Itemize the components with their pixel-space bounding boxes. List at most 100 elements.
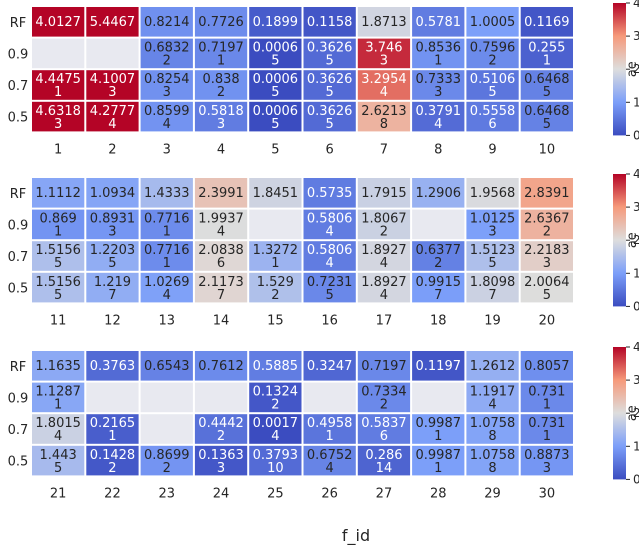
x-tick-label: 19: [484, 313, 501, 328]
cell-value-label: 2.6213: [361, 104, 407, 119]
heatmap-cell: [412, 382, 465, 413]
cell-count-label: 3: [108, 225, 116, 240]
cell-value-label: 0.0006: [253, 104, 299, 119]
heatmap-cell: [249, 445, 302, 476]
cell-count-label: 3: [217, 461, 225, 476]
heatmap-cell: [412, 101, 465, 132]
x-tick-label: 28: [430, 486, 447, 501]
cell-count-label: 6: [488, 117, 496, 132]
colorbar-tick-label: 3: [633, 29, 639, 43]
y-tick-label: 0.5: [8, 455, 29, 470]
y-tick-label: RF: [10, 187, 27, 202]
cell-value-label: 1.7915: [361, 186, 407, 201]
cell-value-label: 0.3626: [307, 72, 353, 87]
heatmap-cell: [466, 414, 519, 444]
heatmap-cell: [520, 414, 573, 444]
cell-value-label: 0.0017: [253, 416, 299, 431]
heatmap-cell: [140, 272, 193, 303]
heatmap-cell: [466, 241, 519, 271]
heatmap-cell: [466, 272, 519, 303]
cell-count-label: 3: [217, 117, 225, 132]
cell-count-label: 4: [217, 225, 225, 240]
cell-value-label: 1.0005: [470, 15, 516, 30]
colorbar-label: ae: [625, 61, 639, 77]
heatmap-cell: [357, 178, 411, 208]
cell-value-label: 0.3793: [253, 448, 299, 463]
cell-count-label: 3: [380, 54, 388, 69]
cell-value-label: 0.7231: [307, 275, 353, 290]
cell-count-label: 5: [326, 85, 334, 100]
y-tick-label: 0.9: [8, 391, 29, 406]
colorbar-tick-label: 4: [633, 167, 639, 181]
cell-count-label: 5: [543, 288, 551, 303]
cell-value-label: 0.7334: [361, 385, 407, 400]
cell-count-label: 5: [271, 117, 279, 132]
cell-value-label: 1.8927: [361, 275, 407, 290]
x-tick-label: 4: [217, 142, 225, 157]
heatmap-cell: [520, 351, 573, 381]
cell-value-label: 0.6543: [144, 359, 190, 374]
x-tick-label: 22: [104, 486, 121, 501]
y-tick-label: 0.7: [8, 423, 29, 438]
x-tick-label: 8: [434, 142, 442, 157]
cell-count-label: 2: [380, 225, 388, 240]
x-tick-label: 24: [213, 486, 230, 501]
cell-count-label: 1: [217, 54, 225, 69]
heatmap-cell: [303, 209, 356, 240]
cell-count-label: 1: [271, 256, 279, 271]
colorbar-tick-label: 3: [633, 373, 639, 387]
cell-value-label: 0.1899: [253, 15, 299, 30]
x-tick-label: 1: [54, 142, 62, 157]
cell-value-label: 1.8451: [253, 186, 299, 201]
cell-count-label: 1: [54, 398, 62, 413]
heatmap-panel-1: 4.0127 5.4467 0.8214 0.7726 0.1899 0.1158 1.87…: [8, 0, 639, 157]
cell-count-label: 4: [326, 256, 334, 271]
cell-value-label: 0.8699: [144, 448, 190, 463]
heatmap-cell: [249, 241, 302, 271]
heatmap-cell: [194, 351, 248, 381]
cell-value-label: 0.255: [528, 41, 565, 56]
cell-value-label: 0.7726: [198, 15, 244, 30]
heatmap-cell: [357, 445, 411, 476]
y-tick-label: 0.5: [8, 111, 29, 126]
cell-value-label: 1.1112: [35, 186, 81, 201]
cell-value-label: 4.2777: [90, 104, 136, 119]
heatmap-cell: [194, 178, 248, 208]
cell-value-label: 2.3991: [198, 186, 244, 201]
cell-value-label: 0.4442: [198, 416, 244, 431]
heatmap-cell: [520, 241, 573, 271]
heatmap-cell: [412, 241, 465, 271]
cell-value-label: 1.5123: [470, 243, 516, 258]
heatmap-cell: [86, 351, 139, 381]
cell-value-label: 1.4333: [144, 186, 190, 201]
colorbar-tick-label: 2: [633, 62, 639, 76]
heatmap-cell: [86, 209, 139, 240]
cell-value-label: 0.8214: [144, 15, 190, 30]
heatmap-cell: [249, 209, 302, 240]
heatmap-cell: [140, 414, 193, 444]
x-tick-label: 13: [158, 313, 175, 328]
colorbar-tick-label: 1: [633, 95, 639, 109]
cell-count-label: 7: [108, 288, 116, 303]
cell-value-label: 0.3791: [416, 104, 462, 119]
colorbar-tick-label: 1: [633, 266, 639, 280]
cell-value-label: 4.0127: [35, 15, 81, 30]
heatmap-panel-2: 1.1112 1.0934 1.4333 2.3991 1.8451 0.5735 1.79…: [8, 167, 639, 328]
x-tick-label: 11: [50, 313, 67, 328]
heatmap-cell: [140, 209, 193, 240]
cell-value-label: 2.0064: [524, 275, 570, 290]
cell-value-label: 0.838: [202, 72, 239, 87]
heatmap-cell: [466, 101, 519, 132]
cell-value-label: 0.0006: [253, 41, 299, 56]
cell-value-label: 0.7716: [144, 212, 190, 227]
cell-count-label: 5: [54, 461, 62, 476]
heatmap-cell: [357, 209, 411, 240]
cell-count-label: 4: [380, 85, 388, 100]
heatmap-cell: [140, 70, 193, 100]
colorbar-tick-label: 4: [633, 0, 639, 10]
heatmap-cell: [86, 101, 139, 132]
heatmap-cell: [32, 178, 85, 208]
heatmap-cell: [32, 101, 85, 132]
x-tick-label: 7: [380, 142, 388, 157]
cell-value-label: 1.0269: [144, 275, 190, 290]
